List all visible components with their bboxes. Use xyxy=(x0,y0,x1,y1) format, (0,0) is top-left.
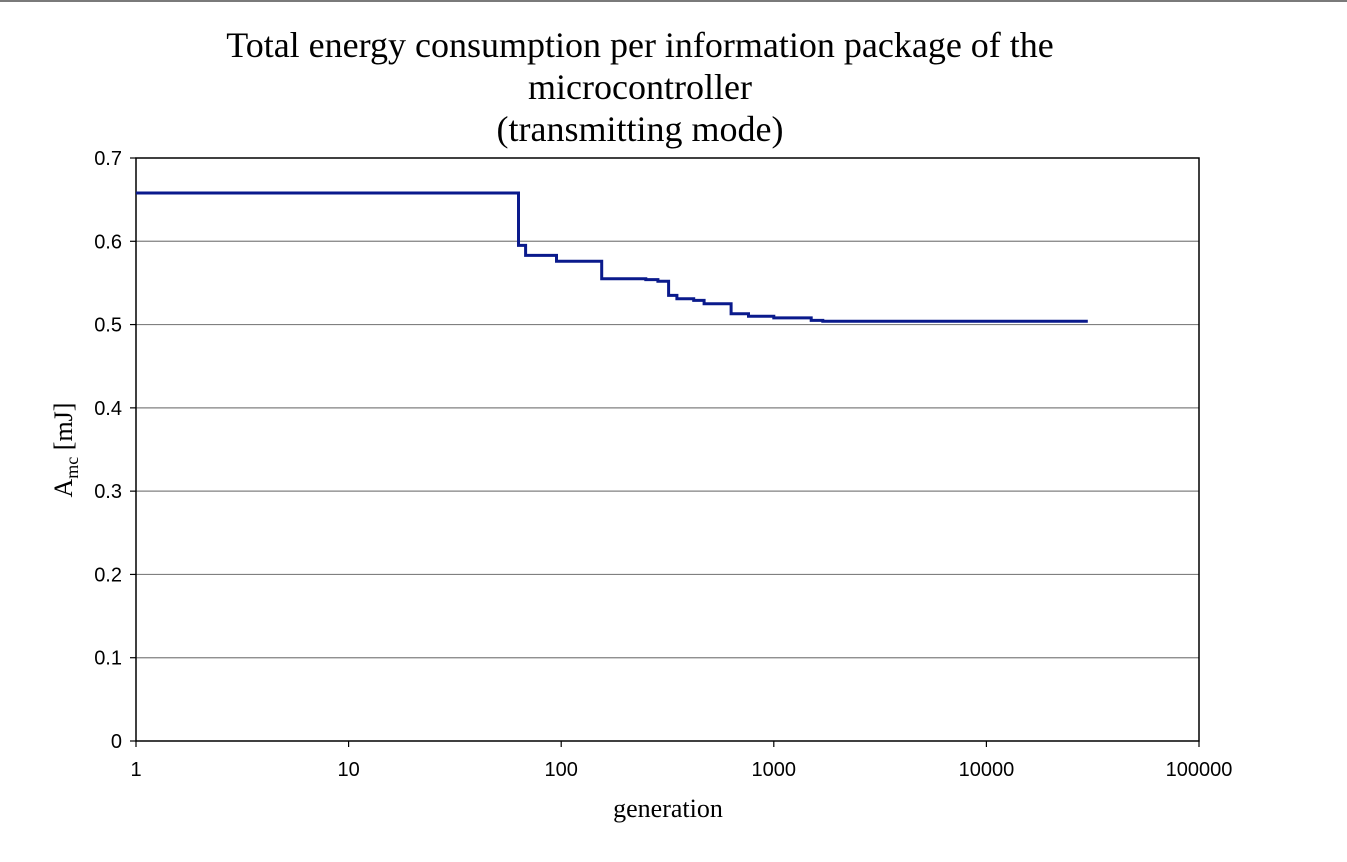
x-tick-label-1: 10 xyxy=(337,759,359,781)
y-tick-label-4: 0.4 xyxy=(94,398,122,420)
chart-title-line-1: Total energy consumption per information… xyxy=(226,25,1054,65)
top-border-line xyxy=(0,0,1347,2)
x-tick-label-2: 100 xyxy=(545,759,578,781)
y-tick-label-7: 0.7 xyxy=(94,148,122,170)
chart-title-line-3: (transmitting mode) xyxy=(496,109,784,149)
y-tick-label-2: 0.2 xyxy=(94,564,122,586)
y-tick-label-0: 0 xyxy=(111,731,122,753)
chart-title-line-2: microcontroller xyxy=(528,67,752,107)
series-line-0 xyxy=(136,191,1088,323)
chart-title: Total energy consumption per information… xyxy=(140,24,1140,150)
y-tick-label-5: 0.5 xyxy=(94,315,122,337)
x-tick-label-5: 100000 xyxy=(1166,759,1233,781)
x-tick-label-0: 1 xyxy=(130,759,141,781)
x-tick-label-3: 1000 xyxy=(752,759,797,781)
y-tick-label-1: 0.1 xyxy=(94,648,122,670)
y-tick-label-6: 0.6 xyxy=(94,231,122,253)
y-tick-label-3: 0.3 xyxy=(94,481,122,503)
plot-area-frame xyxy=(135,157,1200,742)
x-axis-label: generation xyxy=(613,794,723,823)
x-tick-label-4: 10000 xyxy=(959,759,1015,781)
